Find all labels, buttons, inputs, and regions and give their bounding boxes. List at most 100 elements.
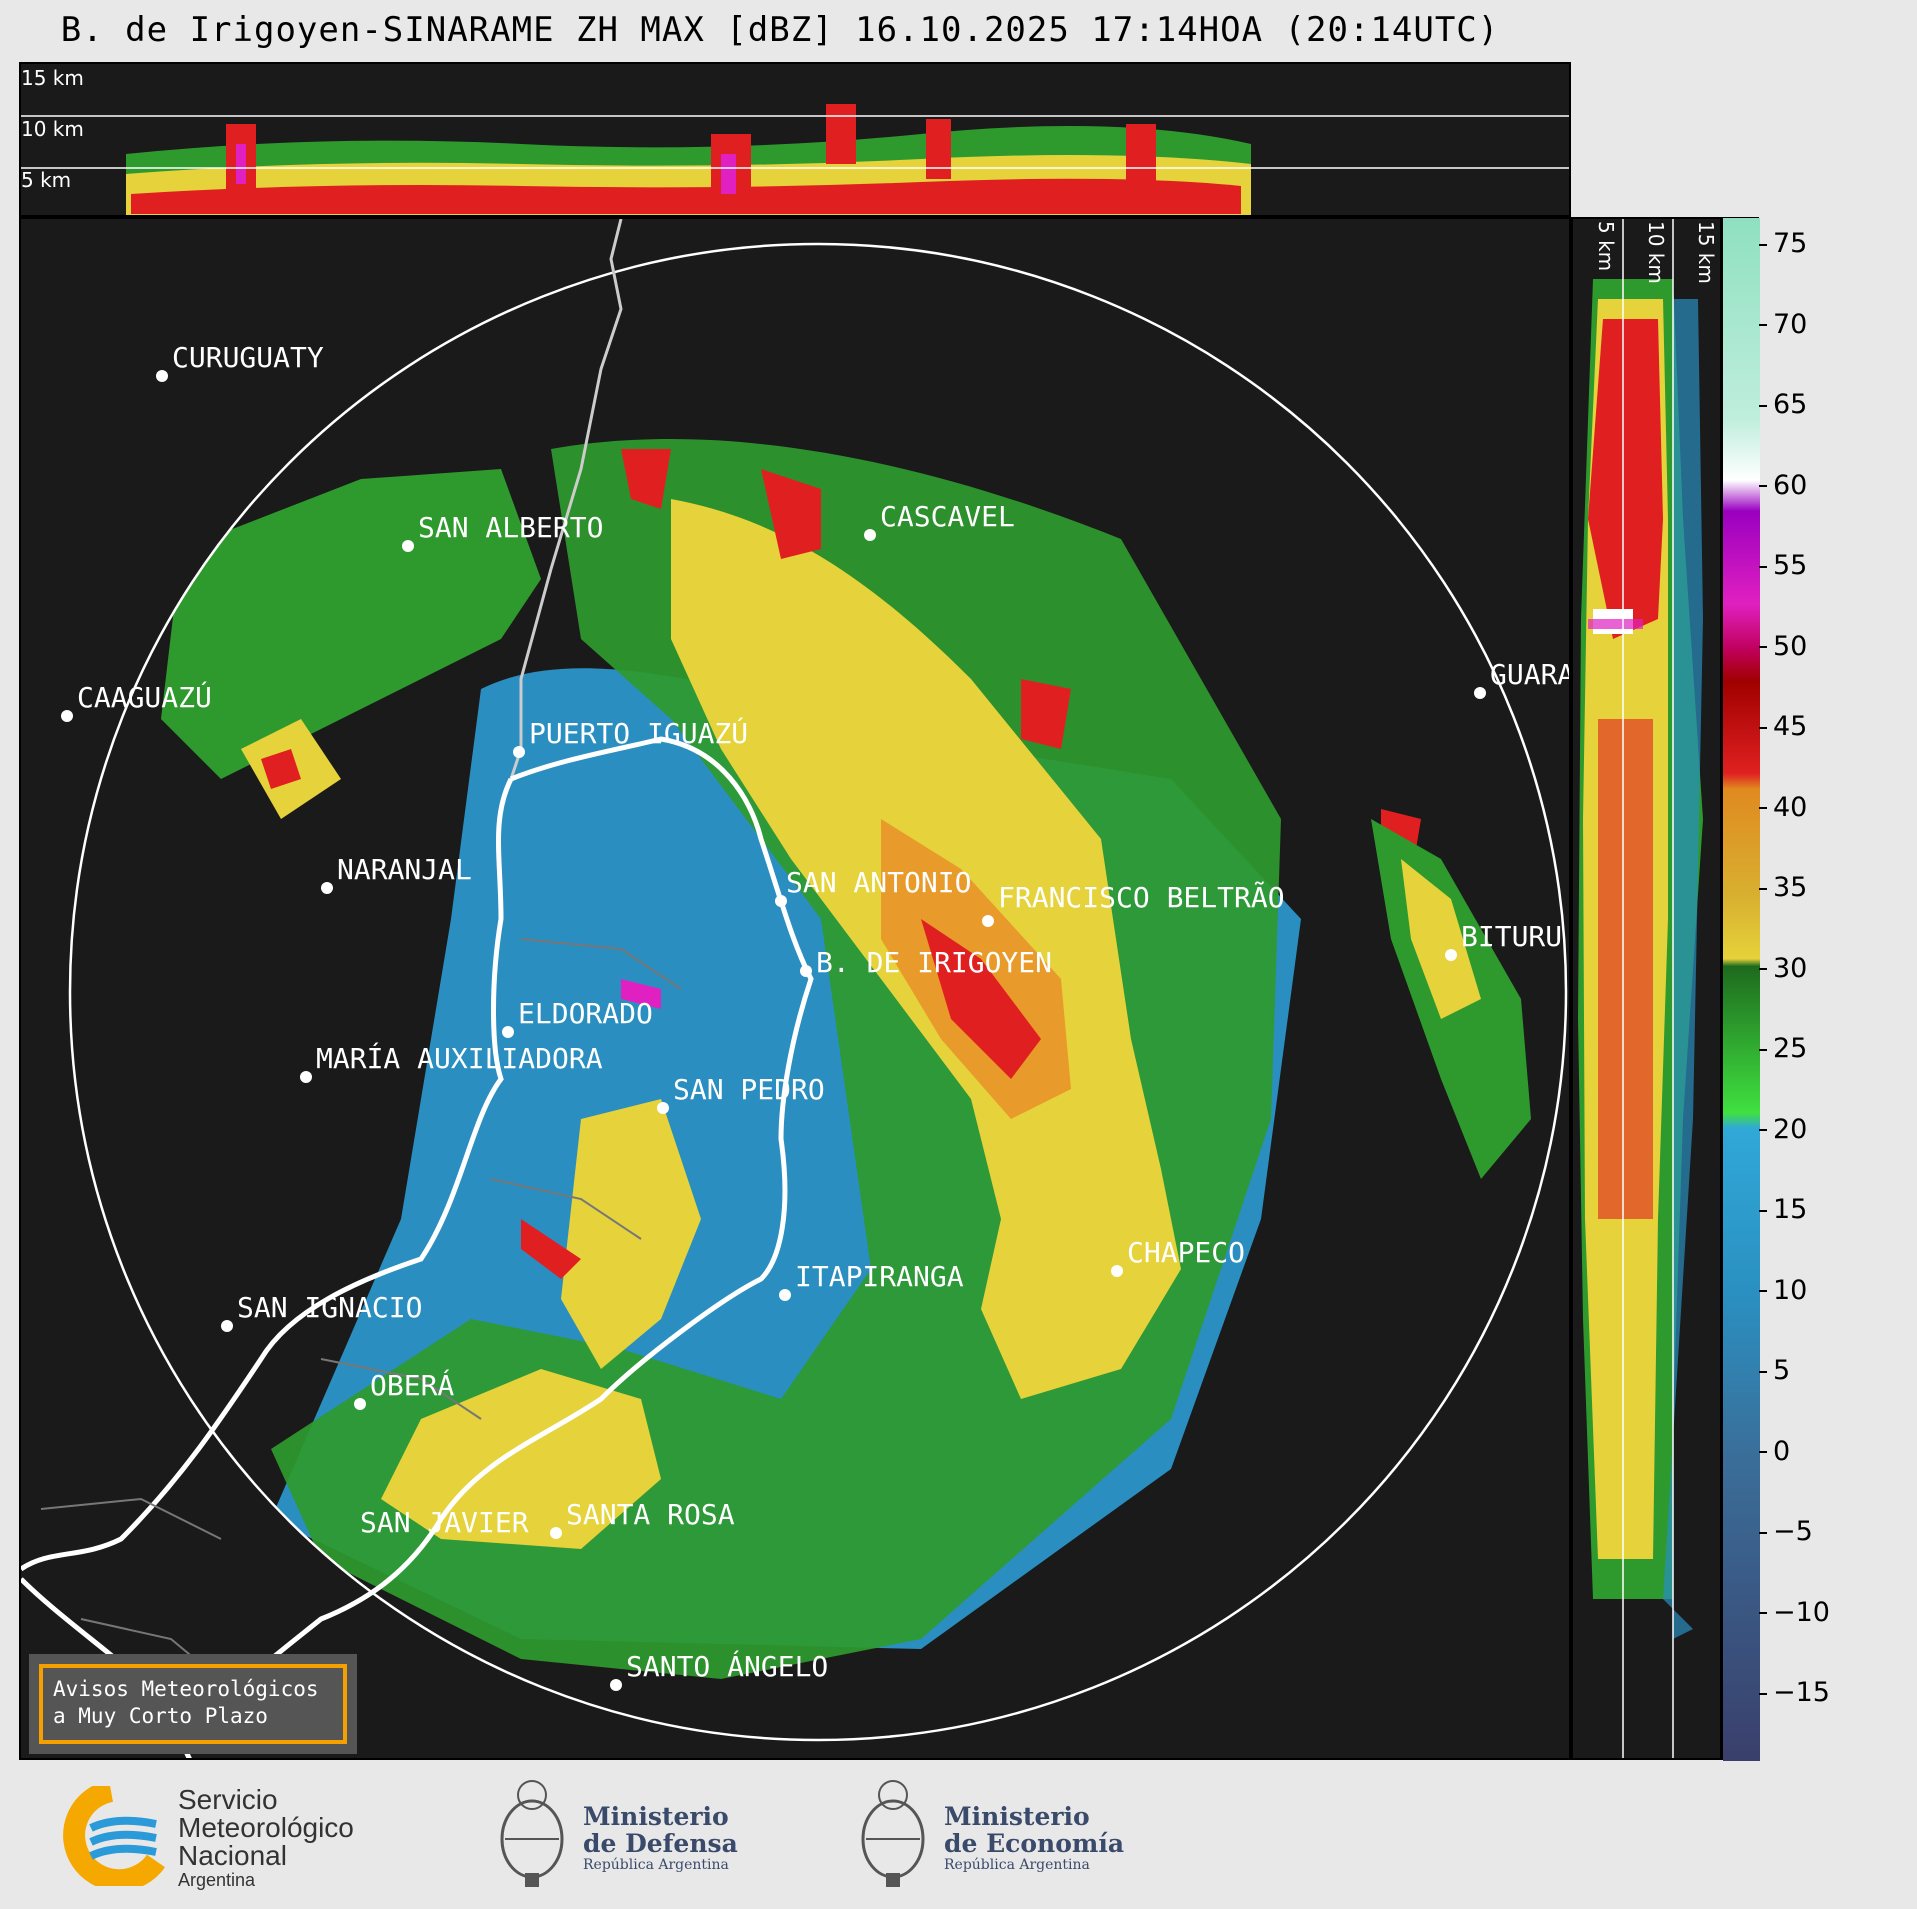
city-san-ignacio[interactable]: SAN IGNACIO	[221, 1291, 422, 1332]
svg-text:CURUGUATY: CURUGUATY	[172, 341, 324, 374]
svg-text:NARANJAL: NARANJAL	[337, 853, 472, 886]
top-height-15km: 15 km	[21, 66, 84, 90]
colorbar-tick: 15	[1759, 1194, 1807, 1225]
economia-sub: República Argentina	[944, 1857, 1090, 1873]
colorbar-tick: −15	[1759, 1677, 1830, 1708]
smn-line-4: Argentina	[178, 1870, 256, 1890]
colorbar-tick: 40	[1759, 792, 1807, 823]
border-paraguay-brazil	[509, 219, 623, 780]
colorbar-tick: −10	[1759, 1597, 1830, 1628]
city-chapeco[interactable]: CHAPECO	[1111, 1236, 1245, 1277]
city-caaguazu[interactable]: CAAGUAZÚ	[61, 680, 212, 722]
colorbar-tick: 30	[1759, 953, 1807, 984]
colorbar-tick: 5	[1759, 1355, 1790, 1386]
warning-line-1: Avisos Meteorológicos	[53, 1677, 319, 1701]
radar-echoes	[161, 439, 1531, 1679]
city-santa-rosa[interactable]: SANTA ROSA	[550, 1498, 735, 1539]
coat-of-arms-icon	[500, 1780, 564, 1887]
smn-logo-icon	[63, 1786, 166, 1886]
colorbar-ticks: 75 70 65 60 55 50 45 40 35 30 25 20 15 10 5 0 −5 −10 −15	[1759, 217, 1859, 1760]
warning-box-border[interactable]: Avisos Meteorológicos a Muy Corto Plazo	[39, 1664, 347, 1744]
city-naranjal[interactable]: NARANJAL	[321, 853, 472, 894]
top-echo-band	[126, 104, 1251, 215]
side-height-15km: 15 km	[1694, 221, 1718, 284]
colorbar-tick: 60	[1759, 470, 1807, 501]
city-san-antonio[interactable]: SAN ANTONIO	[775, 866, 971, 907]
top-height-5km: 5 km	[21, 168, 71, 192]
svg-text:SANTO ÁNGELO: SANTO ÁNGELO	[626, 1649, 828, 1683]
range-ring	[68, 242, 1568, 1742]
colorbar-tick: 70	[1759, 309, 1807, 340]
svg-text:SANTA ROSA: SANTA ROSA	[566, 1498, 735, 1531]
city-obera[interactable]: OBERÁ	[354, 1368, 454, 1410]
colorbar-tick: 25	[1759, 1033, 1807, 1064]
dbz-colorbar	[1722, 217, 1760, 1761]
svg-text:FRANCISCO BELTRÃO: FRANCISCO BELTRÃO	[998, 881, 1285, 914]
border-argentina-brazil	[208, 736, 814, 1721]
city-eldorado[interactable]: ELDORADO	[502, 997, 653, 1038]
coat-of-arms-icon	[861, 1780, 925, 1887]
city-san-alberto[interactable]: SAN ALBERTO	[402, 511, 603, 552]
smn-line-3: Nacional	[178, 1840, 287, 1871]
svg-text:CHAPECO: CHAPECO	[1127, 1236, 1245, 1269]
svg-text:SAN ALBERTO: SAN ALBERTO	[418, 511, 603, 544]
smn-line-2: Meteorológico	[178, 1812, 354, 1843]
svg-text:CASCAVEL: CASCAVEL	[880, 500, 1015, 533]
defensa-sub: República Argentina	[583, 1857, 729, 1873]
colorbar-tick: 75	[1759, 228, 1807, 259]
smn-line-1: Servicio	[178, 1784, 278, 1815]
colorbar-tick: 10	[1759, 1275, 1807, 1306]
svg-text:ELDORADO: ELDORADO	[518, 997, 653, 1030]
defensa-line-1: Ministerio	[583, 1802, 729, 1831]
colorbar-tick: 50	[1759, 631, 1807, 662]
city-francisco-beltrao[interactable]: FRANCISCO BELTRÃO	[982, 881, 1285, 927]
city-maria-auxiliadora[interactable]: MARÍA AUXILIADORA	[300, 1041, 603, 1083]
svg-text:SAN PEDRO: SAN PEDRO	[673, 1073, 825, 1106]
svg-text:GUARA: GUARA	[1490, 658, 1571, 691]
side-height-10km: 10 km	[1644, 221, 1668, 284]
svg-text:BITURU: BITURU	[1461, 920, 1562, 953]
svg-text:CAAGUAZÚ: CAAGUAZÚ	[77, 680, 212, 714]
side-cross-section: 5 km 10 km 15 km	[1571, 217, 1722, 1760]
city-itapiranga[interactable]: ITAPIRANGA	[779, 1260, 964, 1301]
colorbar-tick: 45	[1759, 711, 1807, 742]
city-san-pedro[interactable]: SAN PEDRO	[657, 1073, 825, 1114]
economia-logo: Ministerio de Economía República Argenti…	[856, 1773, 1126, 1893]
colorbar-tick: 0	[1759, 1436, 1790, 1467]
city-bituru[interactable]: BITURU	[1445, 920, 1562, 961]
city-b-de-irigoyen[interactable]: B. DE IRIGOYEN	[800, 946, 1052, 979]
city-san-javier[interactable]: SAN JAVIER	[360, 1506, 529, 1539]
warning-box[interactable]: Avisos Meteorológicos a Muy Corto Plazo	[29, 1654, 357, 1754]
smn-logo: Servicio Meteorológico Nacional Argentin…	[56, 1784, 396, 1890]
colorbar-tick: −5	[1759, 1516, 1813, 1547]
side-height-5km: 5 km	[1594, 221, 1618, 271]
top-height-10km: 10 km	[21, 117, 84, 141]
side-echo-band	[1578, 279, 1703, 1639]
svg-text:SAN IGNACIO: SAN IGNACIO	[237, 1291, 422, 1324]
svg-text:OBERÁ: OBERÁ	[370, 1368, 454, 1402]
svg-text:SAN ANTONIO: SAN ANTONIO	[786, 866, 971, 899]
radar-map[interactable]: CURUGUATY SAN ALBERTO CAAGUAZÚ CASCAVEL …	[19, 217, 1571, 1760]
city-guara[interactable]: GUARA	[1474, 658, 1571, 699]
top-cross-section: 15 km 10 km 5 km	[19, 62, 1571, 217]
svg-text:PUERTO IGUAZÚ: PUERTO IGUAZÚ	[529, 716, 748, 750]
city-santo-angelo[interactable]: SANTO ÁNGELO	[610, 1649, 828, 1691]
city-puerto-iguazu[interactable]: PUERTO IGUAZÚ	[513, 716, 748, 758]
border-parana-river	[21, 777, 514, 1572]
defensa-line-2: de Defensa	[583, 1829, 738, 1858]
department-boundaries	[40, 938, 682, 1690]
city-cascavel[interactable]: CASCAVEL	[864, 500, 1015, 541]
warning-line-2: a Muy Corto Plazo	[53, 1704, 268, 1728]
colorbar-tick: 55	[1759, 550, 1807, 581]
map-title: B. de Irigoyen-SINARAME ZH MAX [dBZ] 16.…	[60, 10, 1500, 50]
svg-text:SAN JAVIER: SAN JAVIER	[360, 1506, 529, 1539]
colorbar-tick: 65	[1759, 389, 1807, 420]
city-curuguaty[interactable]: CURUGUATY	[156, 341, 324, 382]
svg-text:B. DE IRIGOYEN: B. DE IRIGOYEN	[816, 946, 1052, 979]
svg-text:ITAPIRANGA: ITAPIRANGA	[795, 1260, 964, 1293]
colorbar-tick: 35	[1759, 872, 1807, 903]
colorbar-tick: 20	[1759, 1114, 1807, 1145]
economia-line-1: Ministerio	[944, 1802, 1090, 1831]
svg-text:MARÍA AUXILIADORA: MARÍA AUXILIADORA	[316, 1041, 603, 1075]
defensa-logo: Ministerio de Defensa República Argentin…	[495, 1773, 755, 1893]
